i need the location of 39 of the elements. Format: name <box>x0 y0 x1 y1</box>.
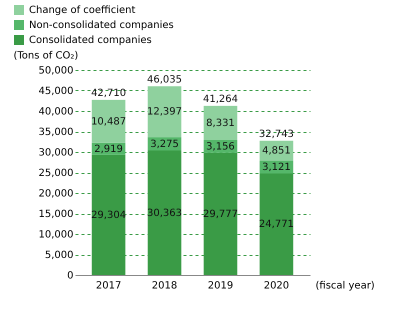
y-tick-label: 5,000 <box>44 250 74 261</box>
total-label: 41,264 <box>202 94 238 105</box>
data-label: 2,919 <box>94 144 123 155</box>
x-axis-title: (fiscal year) <box>316 280 375 292</box>
bar <box>148 86 182 138</box>
bar <box>92 100 126 143</box>
data-label: 30,363 <box>147 208 182 219</box>
x-tick-label: 2019 <box>208 280 234 292</box>
y-tick-label: 35,000 <box>38 127 74 138</box>
data-label: 24,771 <box>258 219 294 230</box>
legend-label: Non-consolidated companies <box>29 20 174 31</box>
data-label: 8,331 <box>206 118 235 129</box>
y-tick-label: 40,000 <box>38 106 74 118</box>
data-label: 3,121 <box>262 162 291 174</box>
data-label: 12,397 <box>147 106 182 118</box>
y-tick-label: 50,000 <box>38 66 74 76</box>
legend-label: Consolidated companies <box>29 35 152 46</box>
y-tick-label: 45,000 <box>38 86 74 97</box>
x-tick-label: 2018 <box>152 280 178 292</box>
y-axis-title: (Tons of CO₂) <box>14 50 78 62</box>
total-label: 46,035 <box>147 74 182 86</box>
y-tick-label: 0 <box>67 270 74 282</box>
total-label: 42,710 <box>91 88 126 99</box>
x-tick-label: 2020 <box>264 280 290 292</box>
data-label: 10,487 <box>91 116 126 128</box>
legend-label: Change of coefficient <box>29 5 136 16</box>
y-tick-label: 30,000 <box>38 148 74 158</box>
y-tick-label: 20,000 <box>38 188 74 200</box>
y-tick-label: 15,000 <box>38 209 74 220</box>
bar <box>204 106 238 140</box>
y-tick-label: 25,000 <box>38 168 74 179</box>
data-label: 4,851 <box>262 146 291 157</box>
data-label: 3,156 <box>206 141 235 152</box>
y-tick-label: 10,000 <box>38 230 74 240</box>
bar <box>148 150 182 275</box>
x-tick-label: 2017 <box>96 280 122 292</box>
total-label: 32,743 <box>258 128 294 140</box>
data-label: 29,777 <box>202 208 238 220</box>
data-label: 3,275 <box>150 138 179 150</box>
